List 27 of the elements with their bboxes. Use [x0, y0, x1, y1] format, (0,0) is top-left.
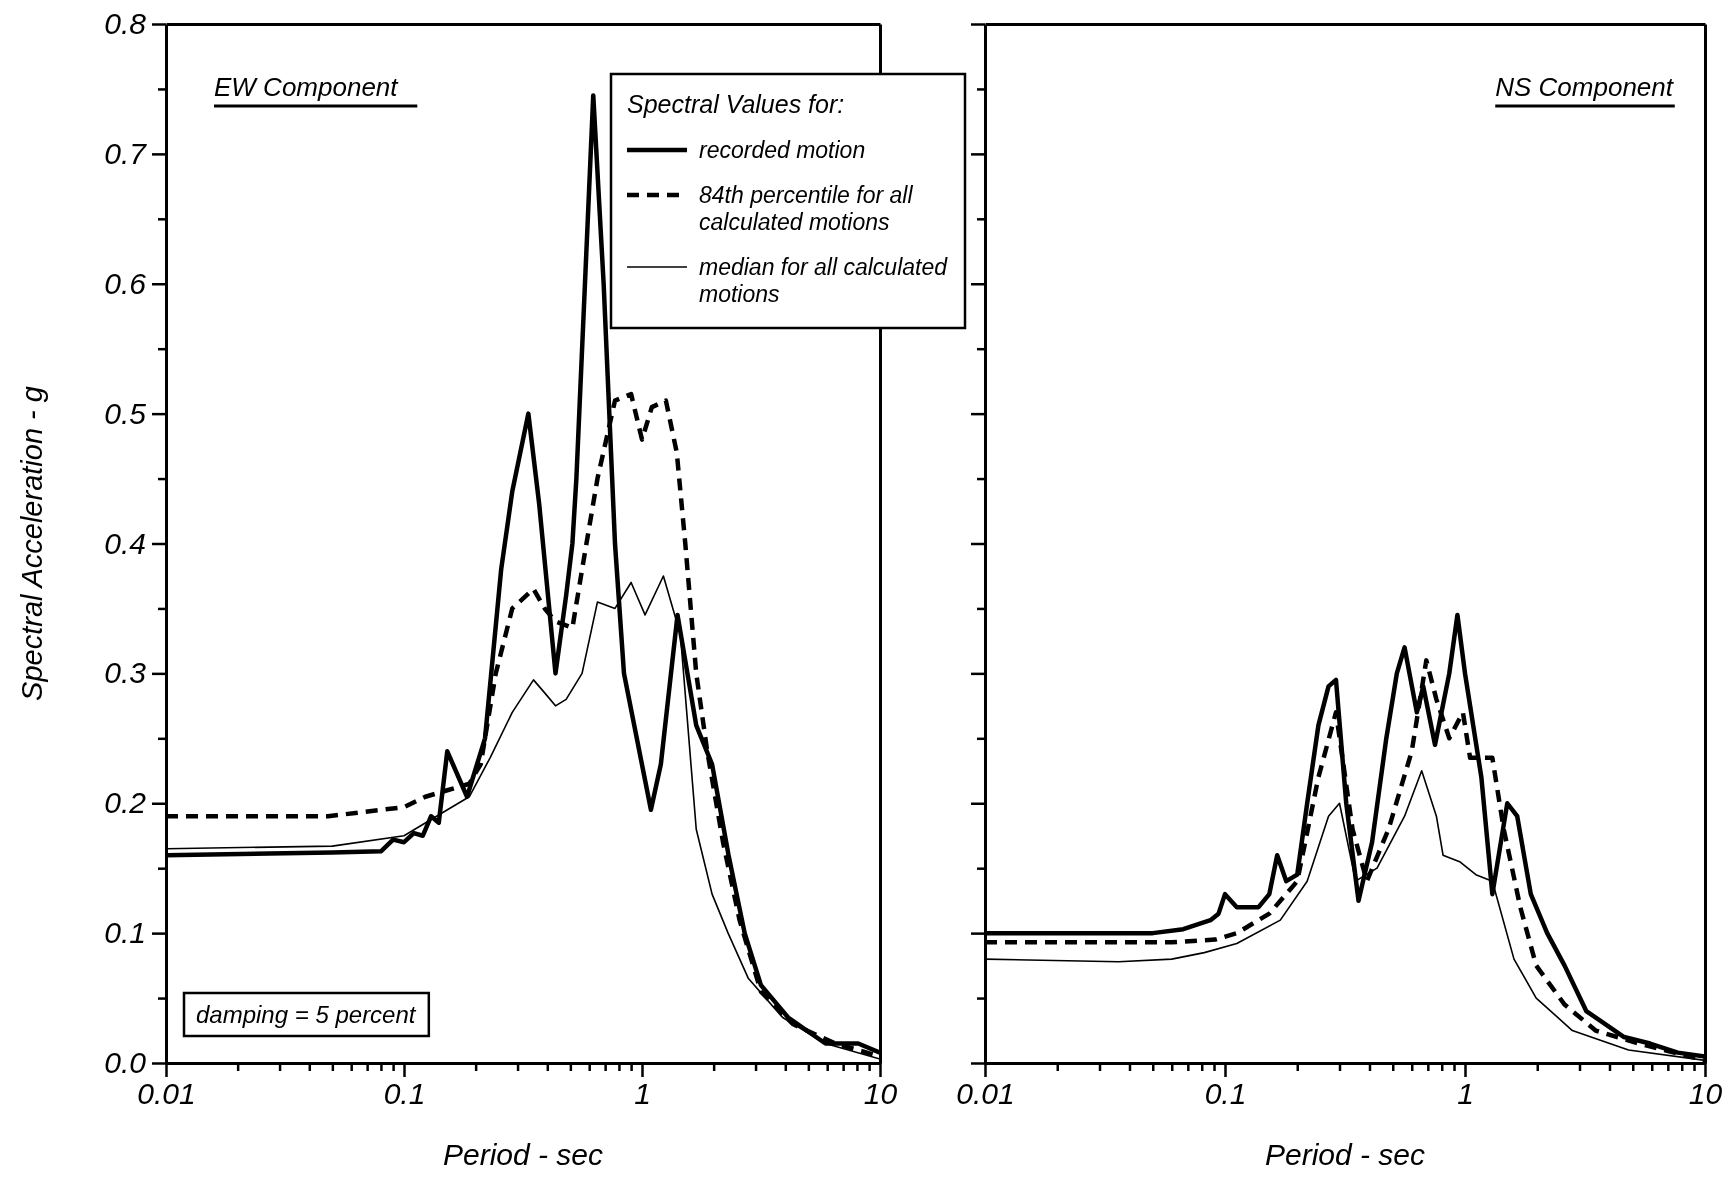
x-tick-label: 1 [1457, 1077, 1474, 1111]
x-tick-label: 10 [1688, 1077, 1723, 1111]
annotation: EW Component [214, 72, 400, 102]
annotation: NS Component [1495, 72, 1675, 102]
x-tick-label: 1 [634, 1077, 651, 1111]
y-tick-label: 0.0 [104, 1046, 147, 1080]
y-tick-label: 0.6 [104, 266, 147, 300]
annotation: damping = 5 percent [196, 1001, 417, 1028]
legend-label: recorded motion [699, 137, 866, 163]
x-tick-label: 0.1 [1204, 1077, 1247, 1111]
y-axis-title: Spectral Acceleration - g [16, 386, 48, 701]
x-tick-label: 10 [863, 1077, 898, 1111]
x-tick-label: 0.01 [956, 1077, 1015, 1111]
y-tick-label: 0.3 [104, 656, 147, 690]
y-tick-label: 0.7 [104, 136, 148, 170]
y-tick-label: 0.5 [104, 396, 147, 430]
legend-label: median for all calculated motions [699, 254, 949, 307]
legend-label: 84th percentile for all calculated motions [699, 182, 914, 235]
x-axis-title: Period - sec [442, 1138, 604, 1171]
y-tick-label: 0.8 [104, 7, 147, 41]
y-tick-label: 0.1 [104, 916, 146, 950]
x-tick-label: 0.1 [383, 1077, 426, 1111]
y-tick-label: 0.4 [104, 526, 146, 560]
legend-title: Spectral Values for: [627, 90, 845, 118]
y-tick-label: 0.2 [104, 786, 147, 820]
x-axis-title: Period - sec [1264, 1138, 1426, 1171]
x-tick-label: 0.01 [137, 1077, 196, 1111]
